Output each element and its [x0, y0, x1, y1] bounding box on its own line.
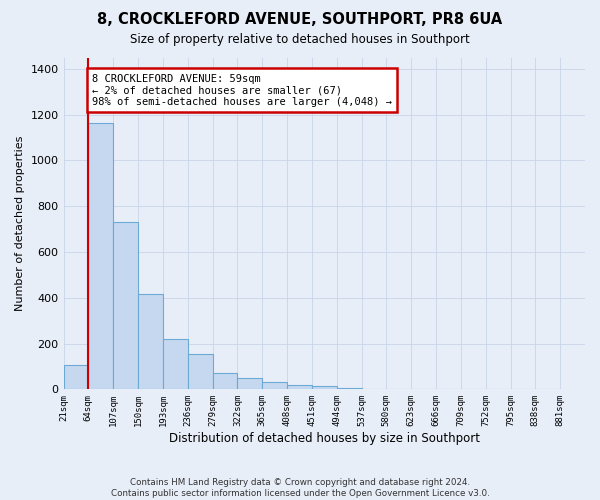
Bar	[113, 222, 138, 390]
Bar	[88, 123, 113, 390]
Bar	[188, 354, 212, 390]
Bar	[138, 294, 163, 390]
Bar	[238, 378, 262, 390]
Text: 8 CROCKLEFORD AVENUE: 59sqm
← 2% of detached houses are smaller (67)
98% of semi: 8 CROCKLEFORD AVENUE: 59sqm ← 2% of deta…	[92, 74, 392, 106]
Bar	[287, 385, 312, 390]
X-axis label: Distribution of detached houses by size in Southport: Distribution of detached houses by size …	[169, 432, 480, 445]
Bar	[212, 373, 238, 390]
Bar	[262, 382, 287, 390]
Bar	[337, 388, 362, 390]
Bar	[312, 386, 337, 390]
Text: Size of property relative to detached houses in Southport: Size of property relative to detached ho…	[130, 32, 470, 46]
Y-axis label: Number of detached properties: Number of detached properties	[15, 136, 25, 311]
Text: 8, CROCKLEFORD AVENUE, SOUTHPORT, PR8 6UA: 8, CROCKLEFORD AVENUE, SOUTHPORT, PR8 6U…	[97, 12, 503, 28]
Bar	[163, 340, 188, 390]
Text: Contains HM Land Registry data © Crown copyright and database right 2024.
Contai: Contains HM Land Registry data © Crown c…	[110, 478, 490, 498]
Bar	[64, 365, 88, 390]
